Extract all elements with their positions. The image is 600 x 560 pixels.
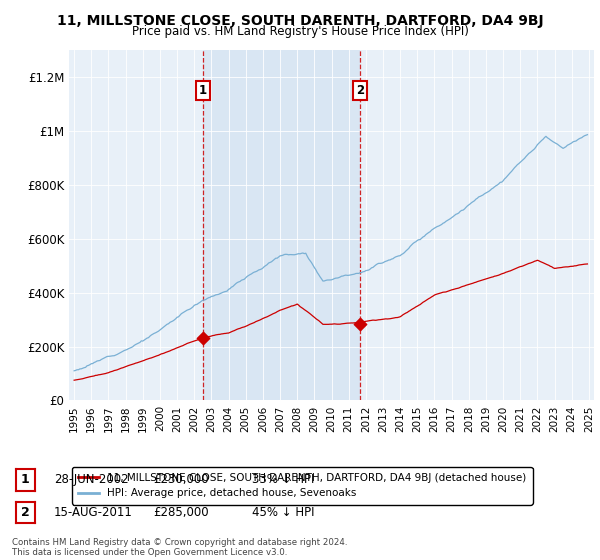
Text: Price paid vs. HM Land Registry's House Price Index (HPI): Price paid vs. HM Land Registry's House … bbox=[131, 25, 469, 38]
Text: 2: 2 bbox=[356, 85, 364, 97]
Text: 28-JUN-2002: 28-JUN-2002 bbox=[54, 473, 128, 487]
Text: 11, MILLSTONE CLOSE, SOUTH DARENTH, DARTFORD, DA4 9BJ: 11, MILLSTONE CLOSE, SOUTH DARENTH, DART… bbox=[56, 14, 544, 28]
Legend: 11, MILLSTONE CLOSE, SOUTH DARENTH, DARTFORD, DA4 9BJ (detached house), HPI: Ave: 11, MILLSTONE CLOSE, SOUTH DARENTH, DART… bbox=[71, 467, 533, 505]
Text: £230,000: £230,000 bbox=[153, 473, 209, 487]
Text: Contains HM Land Registry data © Crown copyright and database right 2024.
This d: Contains HM Land Registry data © Crown c… bbox=[12, 538, 347, 557]
Text: 2: 2 bbox=[21, 506, 29, 519]
Text: £285,000: £285,000 bbox=[153, 506, 209, 519]
Point bbox=[198, 334, 208, 343]
Point bbox=[355, 319, 365, 328]
Text: 45% ↓ HPI: 45% ↓ HPI bbox=[252, 506, 314, 519]
Text: 1: 1 bbox=[199, 85, 207, 97]
Text: 33% ↓ HPI: 33% ↓ HPI bbox=[252, 473, 314, 487]
Text: 1: 1 bbox=[21, 473, 29, 487]
Text: 15-AUG-2011: 15-AUG-2011 bbox=[54, 506, 133, 519]
Bar bbox=[203, 50, 360, 400]
